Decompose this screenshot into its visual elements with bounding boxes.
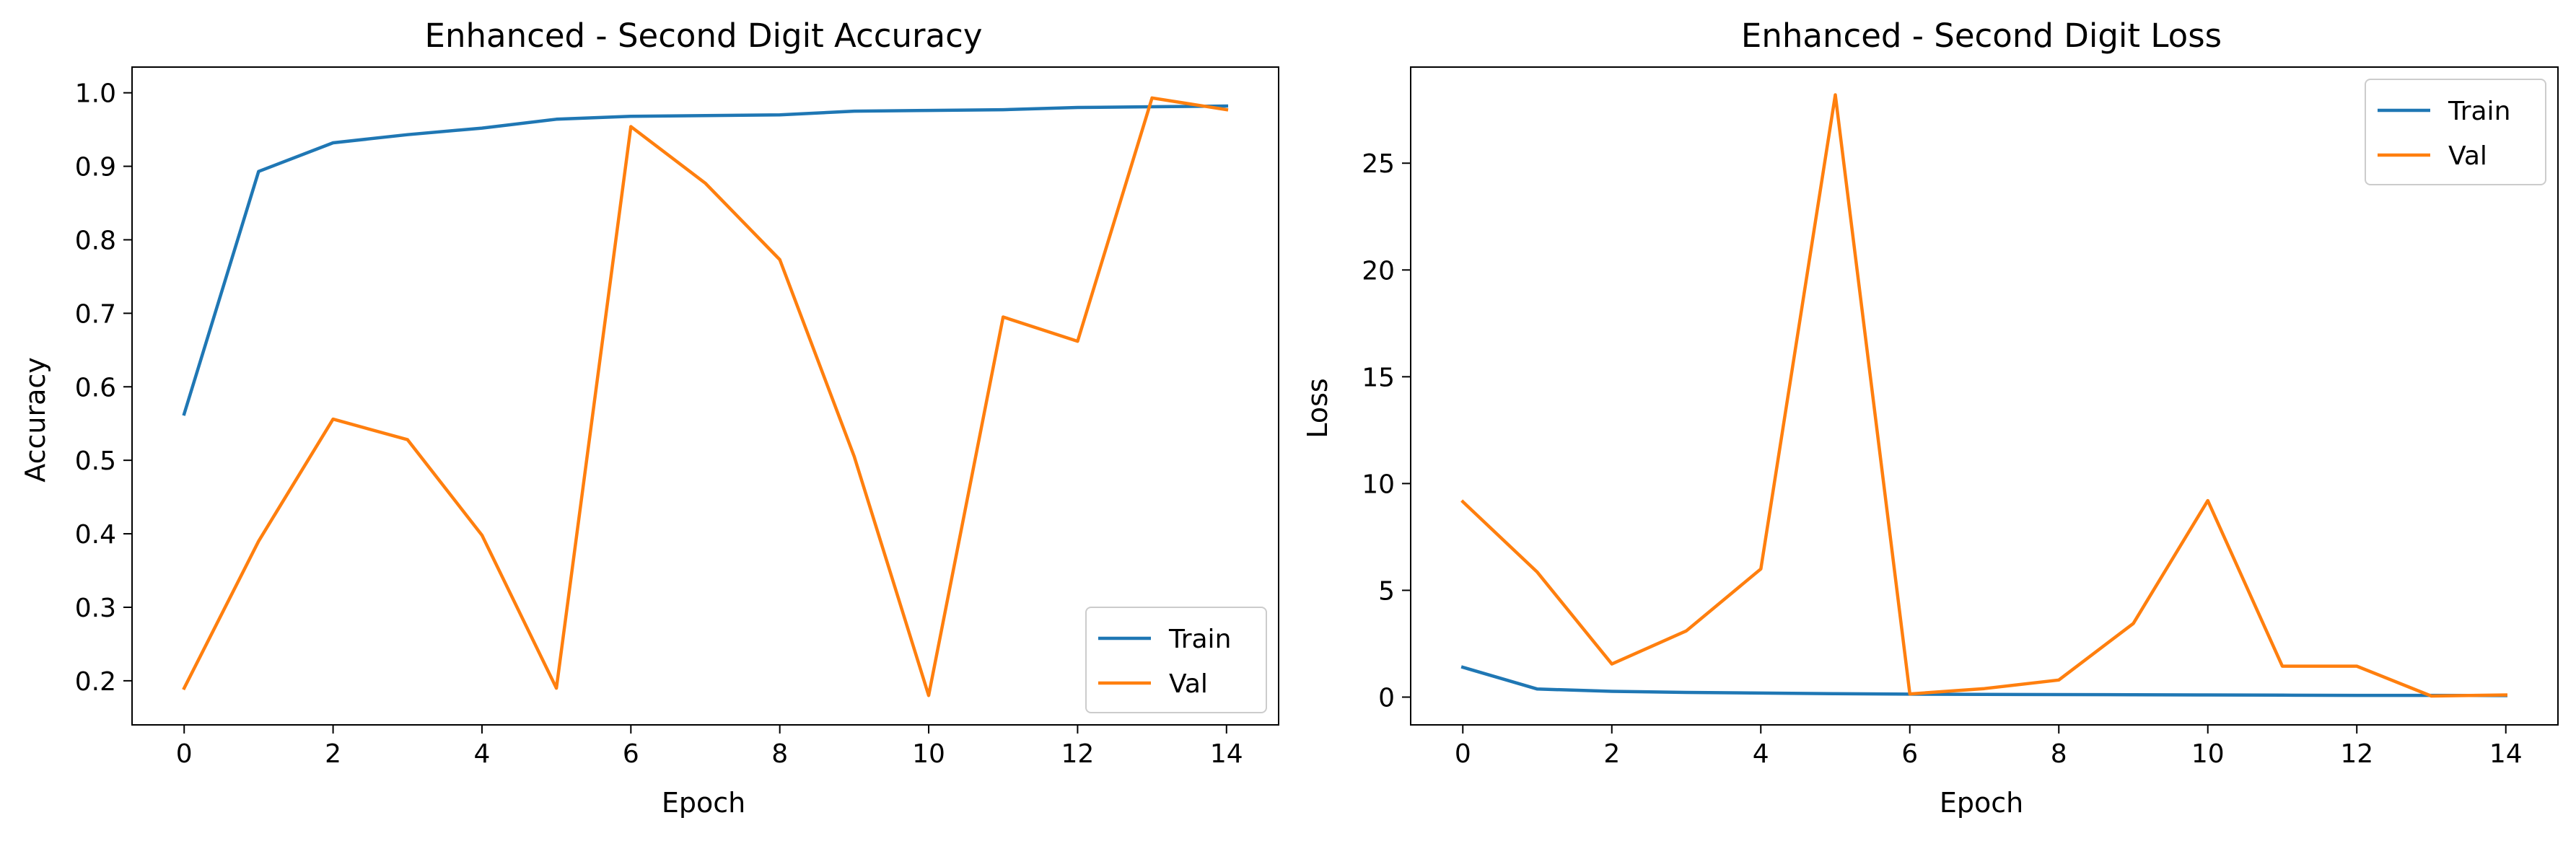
- series-line-val: [182, 96, 1229, 697]
- chart-title: Enhanced - Second Digit Accuracy: [425, 17, 983, 55]
- axes-frame: [131, 66, 1279, 726]
- y-tick-label: 5: [1378, 576, 1395, 606]
- y-tick-label: 25: [1362, 149, 1395, 179]
- x-tick-label: 6: [623, 739, 639, 769]
- legend-label-train: Train: [2448, 97, 2510, 126]
- y-tick-label: 0.9: [75, 153, 116, 182]
- y-tick-label: 0.3: [75, 594, 116, 623]
- x-axis-label: Epoch: [662, 787, 745, 819]
- legend: Train Val: [2365, 79, 2546, 185]
- y-axis-label: Accuracy: [19, 357, 51, 483]
- y-tick-label: 0.4: [75, 520, 116, 550]
- y-axis-label: Loss: [1302, 378, 1333, 438]
- plot-area: 0 2 4 6 8 10 12 14 0 5 10 15 20 25 Train Val: [1362, 66, 2559, 769]
- y-tick-label: 10: [1362, 470, 1395, 499]
- y-tick-label: 0.6: [75, 373, 116, 402]
- x-tick-label: 10: [2191, 739, 2225, 769]
- legend-box: [1085, 607, 1267, 713]
- y-tick-label: 0: [1378, 684, 1395, 713]
- legend: Train Val: [1085, 607, 1267, 713]
- accuracy-chart: Enhanced - Second Digit Accuracy Epoch A…: [19, 17, 1279, 819]
- loss-chart: Enhanced - Second Digit Loss Epoch Loss …: [1302, 17, 2559, 819]
- x-axis-label: Epoch: [1940, 787, 2023, 819]
- x-tick-label: 4: [474, 739, 491, 769]
- series-line-train: [182, 104, 1229, 416]
- legend-label-train: Train: [1168, 625, 1231, 654]
- y-tick-label: 15: [1362, 363, 1395, 392]
- legend-label-val: Val: [2448, 141, 2487, 171]
- x-tick-label: 10: [912, 739, 945, 769]
- x-tick-label: 14: [2489, 739, 2523, 769]
- chart-title: Enhanced - Second Digit Loss: [1741, 17, 2222, 55]
- x-tick-label: 12: [1061, 739, 1095, 769]
- y-tick-label: 20: [1362, 256, 1395, 286]
- x-tick-label: 14: [1210, 739, 1243, 769]
- x-tick-label: 0: [176, 739, 193, 769]
- legend-box: [2365, 79, 2546, 185]
- plot-area: 0 2 4 6 8 10 12 14 0.2 0.3 0.4 0.5 0.6 0.7 0.8 0.9 1.0 Tr…: [75, 66, 1279, 769]
- x-tick-label: 8: [771, 739, 788, 769]
- axes-frame: [1410, 66, 2559, 726]
- y-tick-label: 0.5: [75, 446, 116, 476]
- x-tick-label: 12: [2340, 739, 2373, 769]
- legend-label-val: Val: [1169, 669, 1208, 699]
- x-tick-label: 0: [1455, 739, 1471, 769]
- x-tick-label: 2: [1603, 739, 1620, 769]
- x-tick-label: 4: [1753, 739, 1769, 769]
- series-line-train: [1460, 665, 2507, 697]
- y-tick-label: 0.2: [75, 667, 116, 697]
- x-tick-label: 8: [2051, 739, 2067, 769]
- y-tick-label: 0.8: [75, 226, 116, 255]
- series-line-val: [1460, 93, 2507, 698]
- y-tick-label: 1.0: [75, 79, 116, 109]
- x-tick-label: 6: [1901, 739, 1918, 769]
- x-tick-label: 2: [325, 739, 341, 769]
- y-tick-label: 0.7: [75, 299, 116, 329]
